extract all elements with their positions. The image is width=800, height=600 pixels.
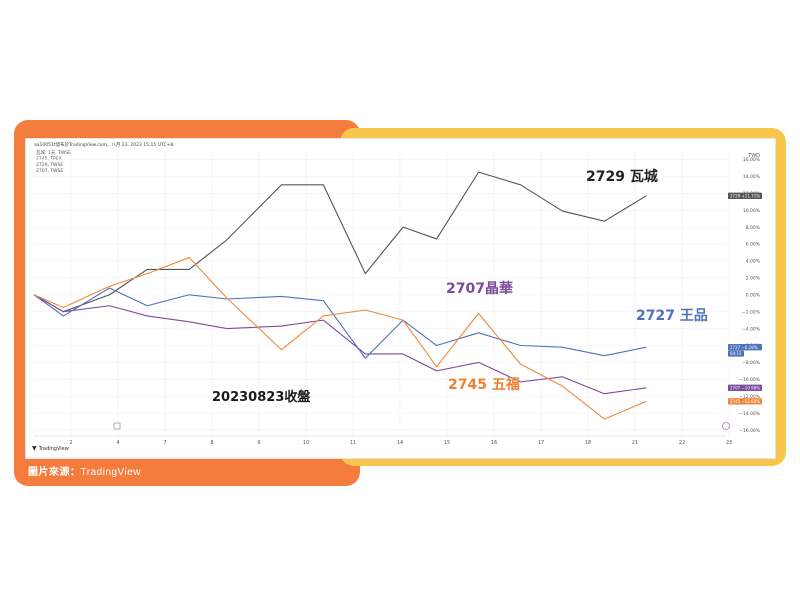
x-tick-label: 14 xyxy=(397,440,403,446)
chart-header: aa10051t發布於TradingView.com，八月 23, 2023 1… xyxy=(34,143,174,148)
x-tick-label: 22 xyxy=(679,440,685,446)
y-tick-label: 6.00% xyxy=(746,242,761,248)
series-line xyxy=(33,287,647,359)
last-value-tag xyxy=(728,384,762,391)
x-tick-label: 7 xyxy=(163,440,166,446)
y-tick-label: −8.00% xyxy=(742,360,761,366)
tradingview-mark-icon: ▼ xyxy=(32,445,37,452)
y-tick-label: 16.00% xyxy=(743,157,761,163)
y-tick-label: 8.00% xyxy=(746,225,761,231)
x-tick-label: 10 xyxy=(303,440,309,446)
last-value-text: 2727 −6.19% xyxy=(730,345,758,350)
event-marker-icon xyxy=(113,422,121,430)
legend-item: 瓦城, 1天, TWSE xyxy=(36,151,71,156)
x-tick-label: 2 xyxy=(69,440,72,446)
last-value-tag xyxy=(728,192,762,200)
series-line xyxy=(33,294,647,395)
line-chart: 247891011141516171821222316.00%14.00%12.… xyxy=(33,151,762,446)
x-tick-label: 11 xyxy=(350,440,356,446)
date-label: 20230823收盤 xyxy=(212,389,311,405)
series-line xyxy=(33,171,647,313)
last-value-tag xyxy=(728,344,762,351)
x-tick-label: 21 xyxy=(632,440,638,446)
tradingview-logo: ▼ TradingView xyxy=(32,445,69,452)
source-prefix: 圖片來源： xyxy=(28,467,81,478)
x-tick-label: 4 xyxy=(116,440,119,446)
x-tick-label: 15 xyxy=(444,440,450,446)
last-value-time-tag xyxy=(728,350,744,357)
y-tick-label: 0.00% xyxy=(746,292,761,298)
series-name-label: 2745 五福 xyxy=(448,376,520,393)
last-value-tag xyxy=(728,398,762,405)
legend-item: 2729, TWSE xyxy=(36,163,64,168)
event-marker-icon xyxy=(722,422,730,430)
y-tick-label: −16.00% xyxy=(739,428,761,434)
x-tick-label: 23 xyxy=(726,440,732,446)
series-name-label: 2727 王品 xyxy=(636,308,708,324)
y-tick-label: −2.00% xyxy=(742,309,761,315)
y-tick-label: −10.00% xyxy=(739,377,761,383)
y-tick-label: 10.00% xyxy=(743,208,761,214)
y-tick-label: −12.00% xyxy=(739,394,761,400)
x-tick-label: 16 xyxy=(491,440,497,446)
y-tick-label: 2.00% xyxy=(746,276,761,282)
last-value-text: 2745 −12.60% xyxy=(730,399,760,404)
x-tick-label: 8 xyxy=(210,440,213,446)
source-name: TradingView xyxy=(80,467,142,478)
series-name-label: 2707晶華 xyxy=(446,280,513,297)
y-tick-label: −4.00% xyxy=(742,326,761,332)
y-tick-label: −14.00% xyxy=(739,411,761,417)
y-tick-label: 4.00% xyxy=(746,259,761,265)
y-axis-unit: TWD xyxy=(747,153,760,159)
image-source: 圖片來源：TradingView xyxy=(28,463,141,478)
series-name-label: 2729 瓦城 xyxy=(586,168,658,185)
x-tick-label: 17 xyxy=(538,440,544,446)
chart-panel: aa10051t發布於TradingView.com，八月 23, 2023 1… xyxy=(25,138,776,459)
x-tick-label: 9 xyxy=(257,440,260,446)
legend-item: 2707, TWSE xyxy=(36,169,64,174)
x-tick-label: 18 xyxy=(585,440,591,446)
y-tick-label: 14.00% xyxy=(743,174,761,180)
last-value-time-text: 04:15 xyxy=(730,351,742,356)
series-line xyxy=(33,257,647,420)
last-value-text: 2707 −10.98% xyxy=(730,385,760,390)
last-value-text: 2729 +11.71% xyxy=(730,193,760,198)
